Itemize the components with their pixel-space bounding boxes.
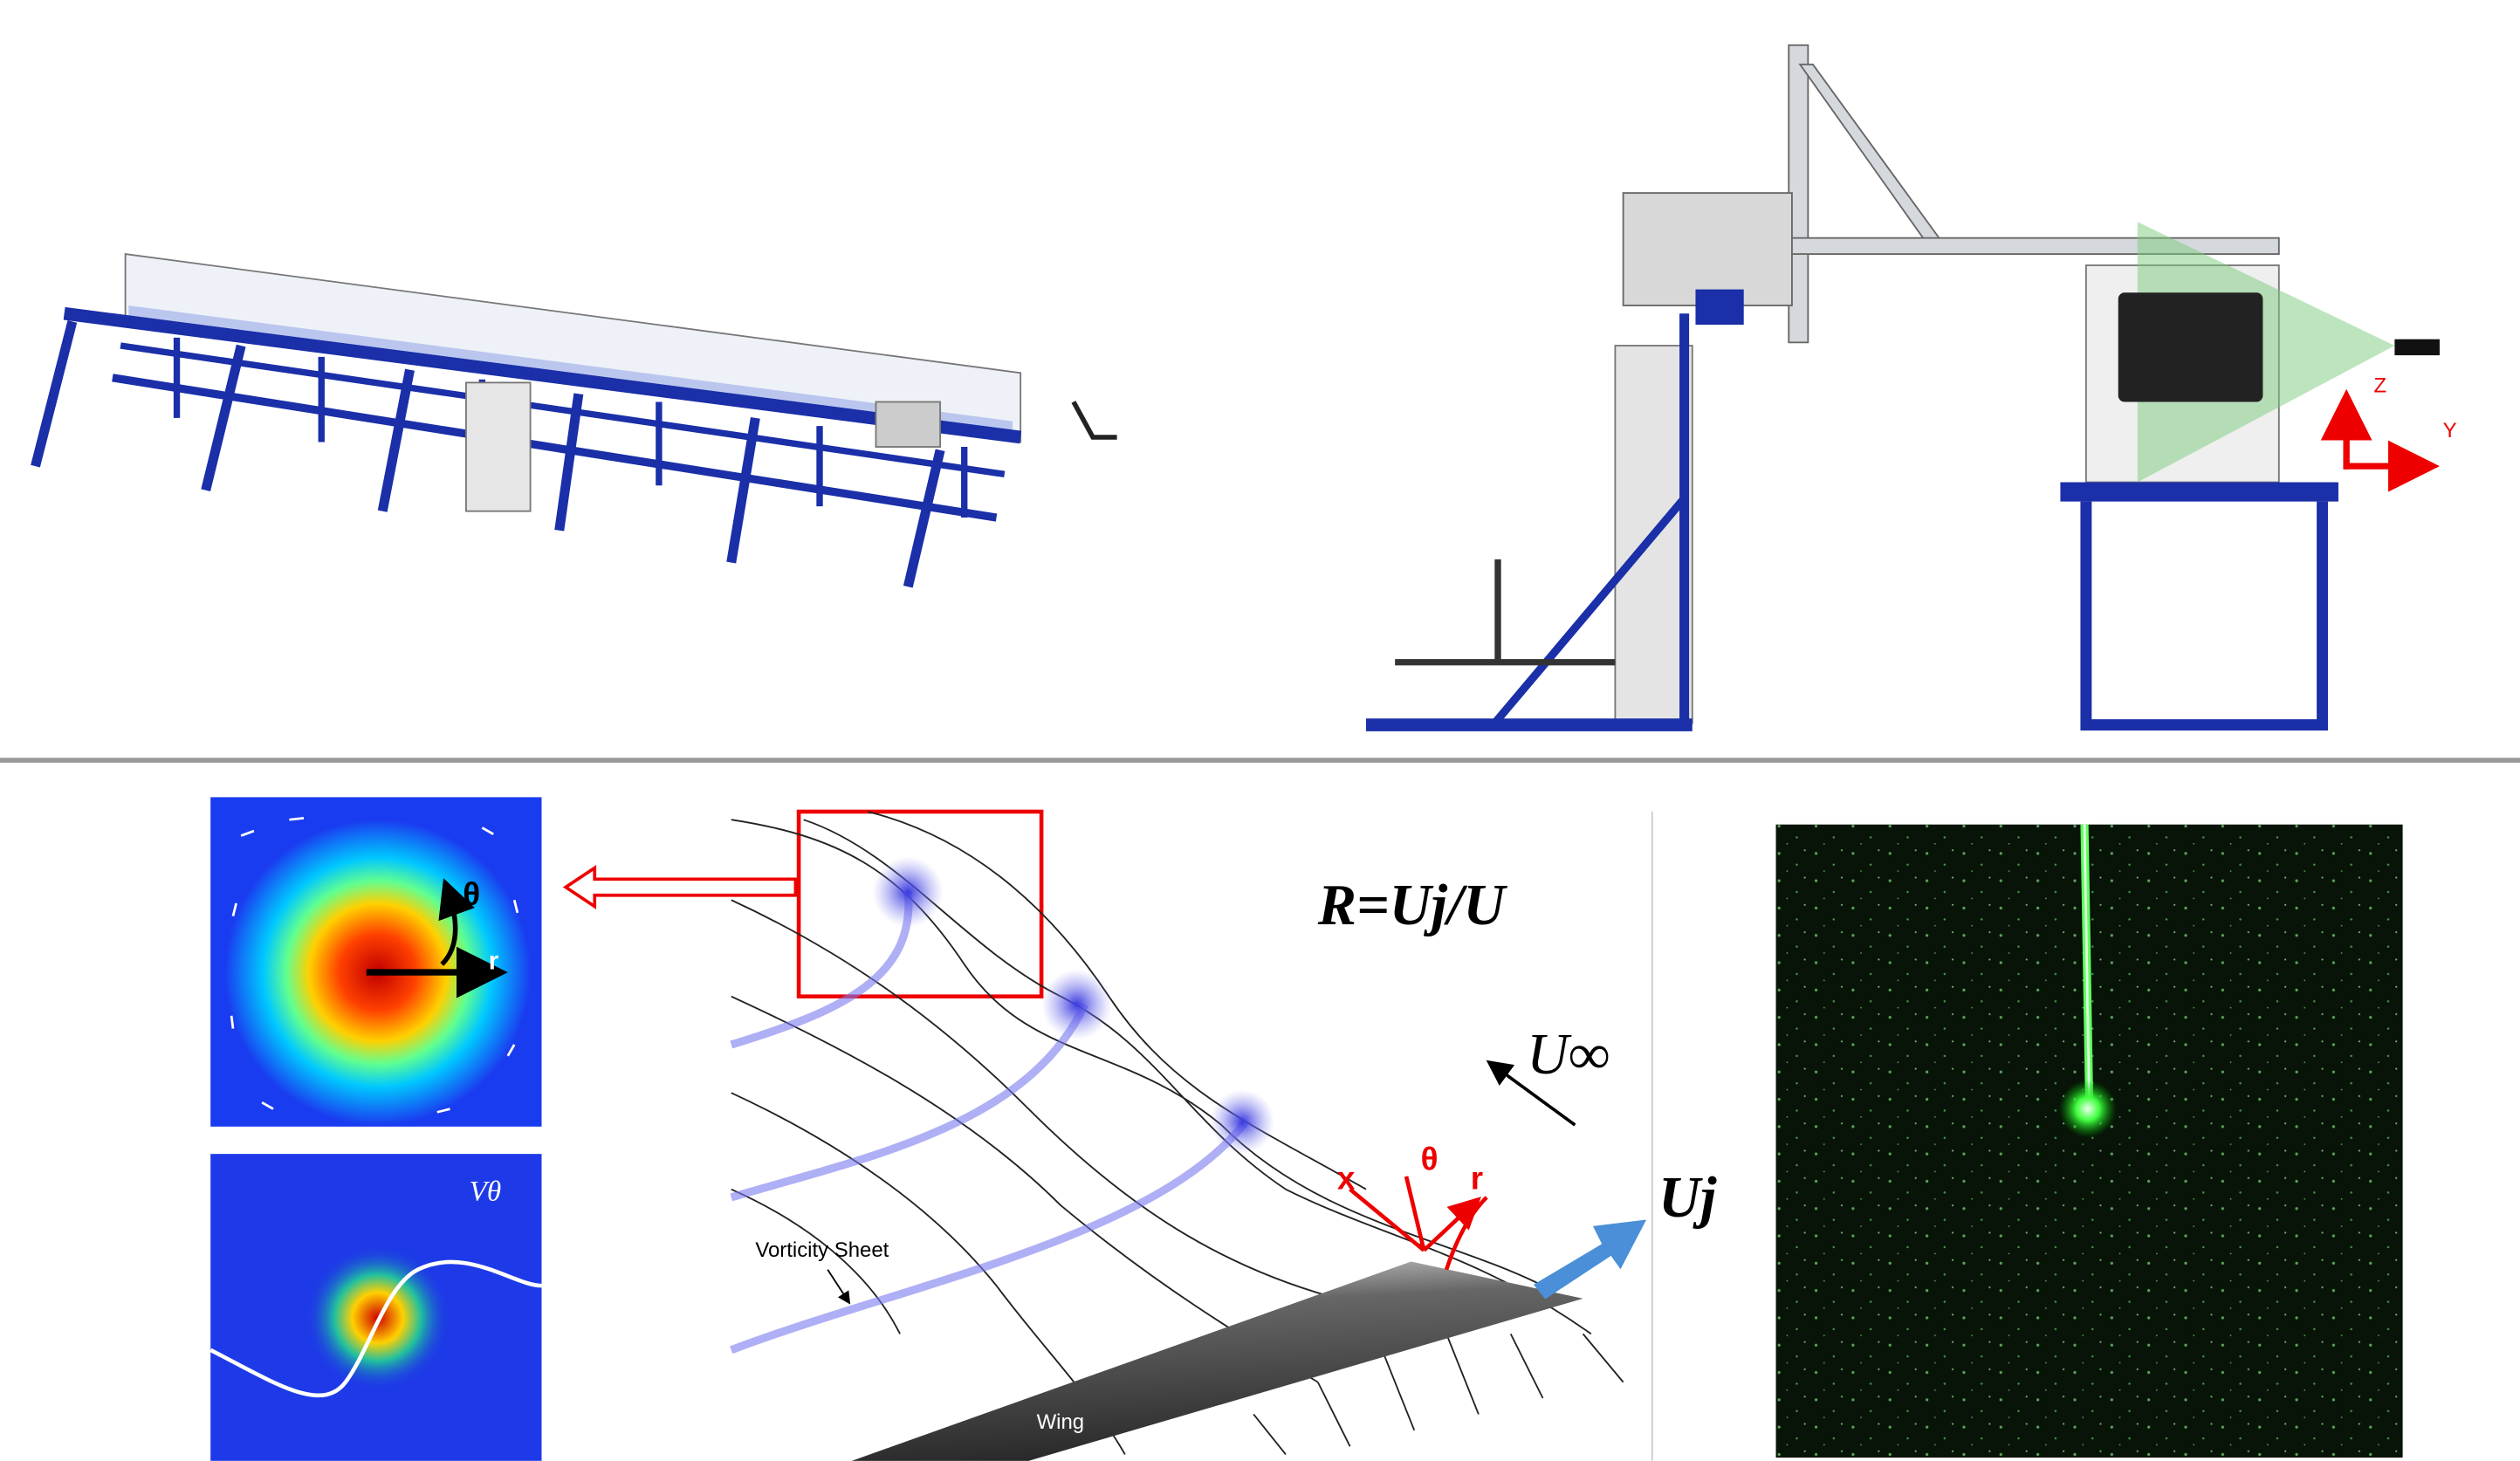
side-view-drawing: Z Y <box>1366 45 2457 725</box>
theta-label-red: θ <box>1421 1142 1439 1177</box>
z-axis-label: Z <box>2373 374 2386 397</box>
r-label-red: r <box>1471 1161 1483 1197</box>
r-label: r <box>489 946 499 975</box>
vorticity-sheet-label: Vorticity Sheet <box>755 1238 889 1262</box>
ratio-label: R=Uj/U <box>1317 874 1508 937</box>
velocity-panel: Vθ <box>210 1154 541 1461</box>
body: Z Y θ r Vθ Wing Vorticity Sheet R=Uj/U U… <box>0 0 2520 1461</box>
theta-label: θ <box>463 876 480 912</box>
page: {"side_view":{"z_axis":"Z","y_axis":"Y"}… <box>0 0 2520 1461</box>
v-theta-label: Vθ <box>470 1176 502 1208</box>
y-axis-label: Y <box>2443 419 2457 442</box>
schematic: Wing Vorticity Sheet R=Uj/U U∞ x θ r Uj <box>731 812 1717 1461</box>
vortex-panel: θ r <box>210 797 541 1126</box>
wing-label: Wing <box>1037 1410 1085 1434</box>
tank-drawing <box>36 254 1117 586</box>
x-label: x <box>1337 1161 1356 1197</box>
zoom-indicator <box>566 812 1041 997</box>
figure: Z Y θ r Vθ Wing Vorticity Sheet R=Uj/U U… <box>0 0 2520 1461</box>
freestream-label: U∞ <box>1527 1023 1610 1087</box>
jet-label: Uj <box>1658 1166 1717 1230</box>
particle-photo <box>1776 825 2403 1458</box>
